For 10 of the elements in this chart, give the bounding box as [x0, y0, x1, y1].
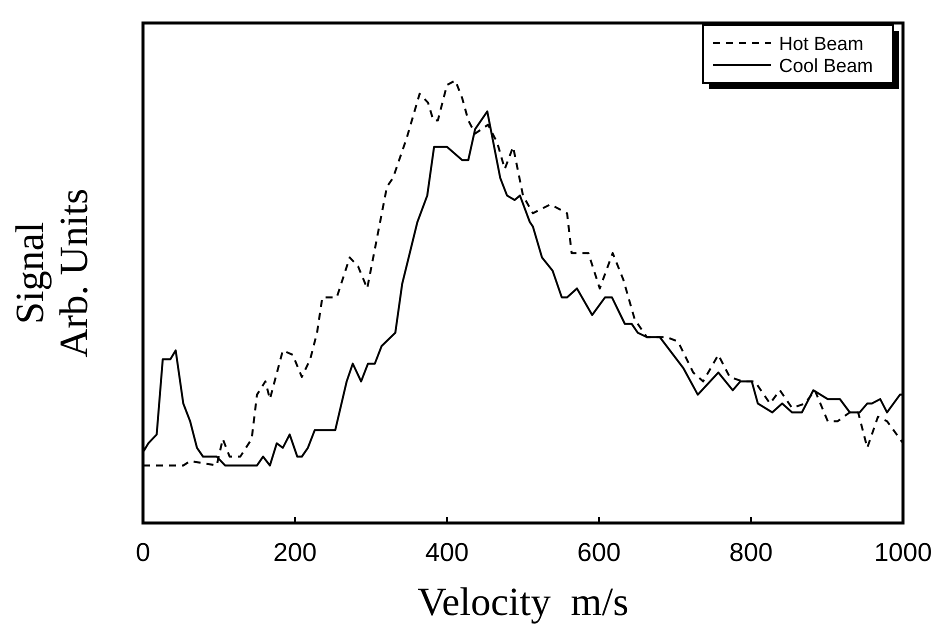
x-tick-label: 600 — [577, 537, 621, 567]
x-tick-label: 200 — [273, 537, 317, 567]
x-tick-label: 400 — [425, 537, 469, 567]
x-axis-title: Velocity m/s — [417, 579, 629, 624]
y-axis-title: Signal Arb. Units — [7, 188, 96, 358]
legend-label: Hot Beam — [779, 34, 864, 55]
x-tick-label: 0 — [136, 537, 150, 567]
legend-label: Cool Beam — [779, 56, 873, 77]
x-tick-label: 1000 — [874, 537, 932, 567]
x-tick-label: 800 — [729, 537, 773, 567]
